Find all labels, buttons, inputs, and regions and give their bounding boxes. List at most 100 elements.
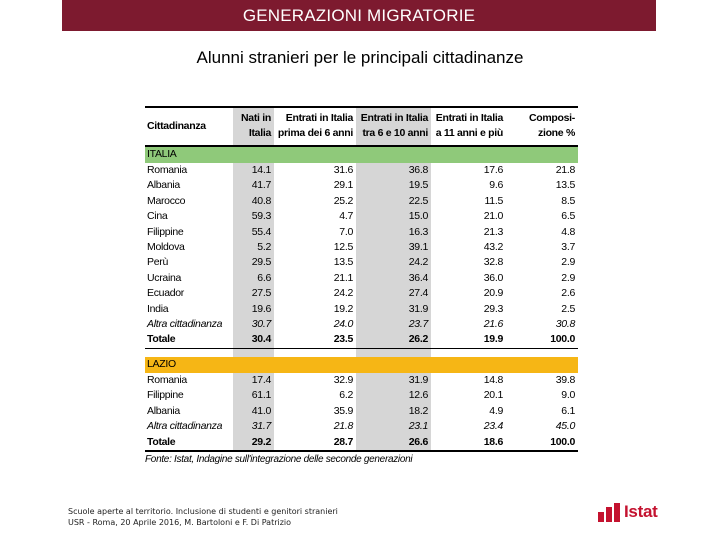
cell-value: 15.0 — [356, 209, 431, 225]
cell-value: 19.9 — [431, 332, 506, 349]
header-title: GENERAZIONI MIGRATORIE — [242, 5, 476, 25]
cell-cittadinanza: Albania — [147, 404, 180, 417]
cell-value: 32.8 — [483, 256, 504, 269]
cell-value: 2.5 — [561, 302, 575, 315]
cell-value: 17.6 — [483, 164, 504, 176]
cell-value: 39.8 — [555, 373, 576, 386]
cell-value: 18.2 — [356, 403, 431, 420]
cell-value: 31.9 — [356, 372, 431, 389]
cell-value: 6.1 — [561, 404, 575, 417]
cell-value: 28.7 — [274, 434, 356, 451]
table-total-row: Totale 29.2 28.7 26.6 18.6 100.0 — [145, 434, 578, 451]
table-row: Perù 29.5 13.5 24.2 32.8 2.9 — [145, 255, 578, 271]
cell-value: 2.9 — [561, 256, 575, 269]
cell-cittadinanza: Ucraina — [147, 271, 182, 284]
header-dopo-11: Entrati in Italia a 11 anni e più — [431, 106, 506, 147]
cell-value: 21.3 — [483, 225, 504, 238]
cell-cittadinanza: Romania — [147, 164, 187, 176]
data-table-container: Cittadinanza Nati in Italia Entrati in It… — [145, 106, 578, 465]
cell-value: 12.5 — [333, 241, 354, 254]
footer: Scuole aperte al territorio. Inclusione … — [68, 506, 338, 528]
cell-value: 45.0 — [555, 420, 576, 433]
cell-value: 30.8 — [555, 318, 576, 331]
cell-value: 2.9 — [561, 271, 575, 284]
cell-value: 2.6 — [561, 287, 575, 300]
table-row: Altra cittadinanza 30.7 24.0 23.7 21.6 30.8 — [145, 317, 578, 333]
table-row: Romania 14.1 31.6 36.8 17.6 21.8 — [145, 163, 578, 179]
section-gap — [145, 348, 578, 357]
cell-value: 4.9 — [489, 404, 503, 417]
cell-value: 40.8 — [233, 193, 274, 210]
cell-value: 7.0 — [339, 225, 353, 238]
header-tra-6-10: Entrati in Italia tra 6 e 10 anni — [356, 106, 431, 147]
cell-value: 36.0 — [483, 271, 504, 284]
cell-value: 32.9 — [333, 373, 354, 386]
cell-cittadinanza: Filippine — [147, 389, 184, 402]
cell-cittadinanza: Marocco — [147, 194, 186, 207]
cell-value: 19.6 — [233, 301, 274, 318]
cell-value: 23.5 — [274, 332, 356, 349]
cell-value: 14.1 — [233, 163, 274, 179]
cell-value: 19.5 — [356, 178, 431, 194]
cell-value: 27.5 — [233, 286, 274, 302]
cell-value: 21.8 — [333, 420, 354, 433]
table-row: Albania 41.0 35.9 18.2 4.9 6.1 — [145, 403, 578, 420]
cell-value: 6.5 — [561, 210, 575, 223]
cell-value: 30.7 — [233, 317, 274, 333]
cell-value: 6.2 — [339, 389, 353, 402]
cell-value: 13.5 — [555, 179, 576, 192]
table-row: Filippine 61.1 6.2 12.6 20.1 9.0 — [145, 388, 578, 404]
cell-value: 36.4 — [356, 270, 431, 287]
table-row: Moldova 5.2 12.5 39.1 43.2 3.7 — [145, 240, 578, 256]
table-body: ITALIA Romania 14.1 31.6 36.8 17.6 21.8 Albania… — [145, 146, 578, 451]
cell-value: 19.2 — [333, 302, 354, 315]
table-row: Romania 17.4 32.9 31.9 14.8 39.8 — [145, 372, 578, 389]
cell-value: 5.2 — [233, 240, 274, 256]
cell-cittadinanza: Moldova — [147, 241, 185, 254]
cell-value: 41.7 — [233, 178, 274, 194]
header-nati: Nati in Italia — [233, 106, 274, 147]
cell-value: 27.4 — [356, 286, 431, 302]
cell-cittadinanza: Albania — [147, 179, 180, 192]
cell-value: 29.1 — [333, 179, 354, 192]
section-header-lazio: LAZIO — [145, 356, 578, 373]
cell-cittadinanza: Perù — [147, 256, 168, 269]
cell-value: 21.8 — [555, 164, 576, 176]
section-header-italia: ITALIA — [145, 146, 578, 163]
cell-value: 31.9 — [356, 301, 431, 318]
cell-value: 21.0 — [483, 210, 504, 223]
subtitle: Alunni stranieri per le principali citta… — [196, 48, 524, 67]
section-label: ITALIA — [145, 146, 578, 163]
table-total-row: Totale 30.4 23.5 26.2 19.9 100.0 — [145, 332, 578, 349]
cell-value: 30.4 — [233, 332, 274, 349]
table-row: Filippine 55.4 7.0 16.3 21.3 4.8 — [145, 224, 578, 241]
footer-line-1: Scuole aperte al territorio. Inclusione … — [68, 507, 338, 516]
cell-value: 43.2 — [483, 241, 504, 254]
cell-cittadinanza: Totale — [145, 434, 233, 451]
cell-value: 55.4 — [233, 224, 274, 241]
cell-value: 29.5 — [233, 255, 274, 271]
cell-cittadinanza: Filippine — [147, 225, 184, 238]
cell-cittadinanza: Totale — [145, 332, 233, 349]
cell-value: 31.6 — [333, 164, 354, 176]
cell-value: 17.4 — [233, 372, 274, 389]
section-label: LAZIO — [145, 356, 578, 373]
cell-value: 11.5 — [484, 194, 504, 207]
cell-value: 8.5 — [561, 194, 575, 207]
cell-value: 14.8 — [483, 373, 504, 386]
cell-value: 20.1 — [483, 389, 504, 402]
cell-cittadinanza: Altra cittadinanza — [147, 318, 223, 331]
cell-value: 24.2 — [356, 255, 431, 271]
table-row: Ecuador 27.5 24.2 27.4 20.9 2.6 — [145, 286, 578, 302]
footer-line-2: USR - Roma, 20 Aprile 2016, M. Bartoloni… — [68, 518, 292, 527]
table-row: Marocco 40.8 25.2 22.5 11.5 8.5 — [145, 193, 578, 210]
cell-value: 23.1 — [356, 419, 431, 435]
table-row: India 19.6 19.2 31.9 29.3 2.5 — [145, 301, 578, 318]
cell-value: 12.6 — [356, 388, 431, 404]
header-bar: GENERAZIONI MIGRATORIE — [62, 0, 656, 31]
cell-value: 13.5 — [333, 256, 354, 269]
cell-value: 23.7 — [356, 317, 431, 333]
cell-value: 9.0 — [561, 389, 575, 402]
table-row: Ucraina 6.6 21.1 36.4 36.0 2.9 — [145, 270, 578, 287]
cell-cittadinanza: Romania — [147, 373, 187, 386]
